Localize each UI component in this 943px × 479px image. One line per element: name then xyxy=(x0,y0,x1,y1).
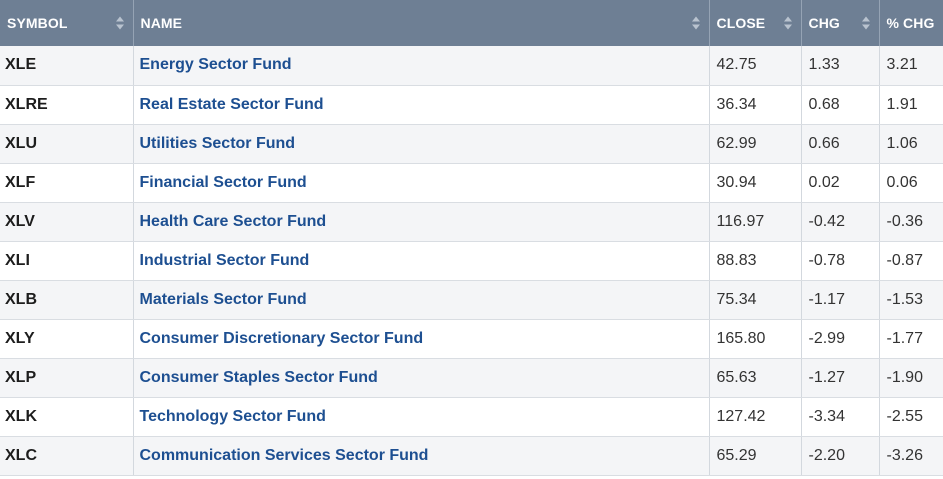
column-header-chg-label: CHG xyxy=(808,15,840,31)
close-cell: 36.34 xyxy=(709,85,802,125)
fund-name-link[interactable]: Consumer Staples Sector Fund xyxy=(139,368,378,386)
pchg-cell: -1.77 xyxy=(879,319,943,359)
close-cell: 42.75 xyxy=(709,46,802,86)
chg-cell: -3.34 xyxy=(801,397,880,437)
close-cell: 65.63 xyxy=(709,358,802,398)
table-row: XLB Materials Sector Fund 75.34 -1.17 -1.53 xyxy=(0,280,943,320)
symbol-cell: XLK xyxy=(0,397,134,437)
name-cell: Technology Sector Fund xyxy=(133,397,710,437)
name-cell: Consumer Discretionary Sector Fund xyxy=(133,319,710,359)
symbol-cell: XLB xyxy=(0,280,134,320)
close-cell: 65.29 xyxy=(709,436,802,476)
name-cell: Energy Sector Fund xyxy=(133,46,710,86)
close-cell: 127.42 xyxy=(709,397,802,437)
pchg-cell: 0.06 xyxy=(879,163,943,203)
table-row: XLP Consumer Staples Sector Fund 65.63 -1.2… xyxy=(0,358,943,398)
column-header-close[interactable]: CLOSE xyxy=(709,0,802,46)
symbol-cell: XLC xyxy=(0,436,134,476)
name-cell: Utilities Sector Fund xyxy=(133,124,710,164)
pchg-cell: 1.91 xyxy=(879,85,943,125)
symbol-cell: XLV xyxy=(0,202,134,242)
table-row: XLRE Real Estate Sector Fund 36.34 0.68 1.91 xyxy=(0,85,943,125)
pchg-cell: -2.55 xyxy=(879,397,943,437)
pchg-cell: -0.36 xyxy=(879,202,943,242)
pchg-cell: 3.21 xyxy=(879,46,943,86)
symbol-cell: XLP xyxy=(0,358,134,398)
name-cell: Real Estate Sector Fund xyxy=(133,85,710,125)
column-header-pchg[interactable]: % CHG xyxy=(879,0,943,46)
table-row: XLY Consumer Discretionary Sector Fund 165… xyxy=(0,319,943,359)
table-row: XLK Technology Sector Fund 127.42 -3.34 -2.5… xyxy=(0,397,943,437)
chg-cell: -0.42 xyxy=(801,202,880,242)
table-row: XLC Communication Services Sector Fund 65.… xyxy=(0,436,943,476)
chg-cell: 1.33 xyxy=(801,46,880,86)
column-header-pchg-label: % CHG xyxy=(886,15,935,31)
fund-name-link[interactable]: Financial Sector Fund xyxy=(139,173,307,191)
column-header-chg[interactable]: CHG xyxy=(801,0,880,46)
pchg-cell: -1.90 xyxy=(879,358,943,398)
column-header-symbol[interactable]: SYMBOL xyxy=(0,0,134,46)
fund-name-link[interactable]: Industrial Sector Fund xyxy=(139,251,310,269)
symbol-cell: XLU xyxy=(0,124,134,164)
sort-icon[interactable] xyxy=(861,16,870,30)
chg-cell: 0.66 xyxy=(801,124,880,164)
table-row: XLI Industrial Sector Fund 88.83 -0.78 -0.87 xyxy=(0,241,943,281)
table-row: XLU Utilities Sector Fund 62.99 0.66 1.06 xyxy=(0,124,943,164)
name-cell: Communication Services Sector Fund xyxy=(133,436,710,476)
symbol-cell: XLI xyxy=(0,241,134,281)
pchg-cell: -0.87 xyxy=(879,241,943,281)
close-cell: 88.83 xyxy=(709,241,802,281)
close-cell: 30.94 xyxy=(709,163,802,203)
column-header-symbol-label: SYMBOL xyxy=(7,15,68,31)
chg-cell: 0.02 xyxy=(801,163,880,203)
table-row: XLE Energy Sector Fund 42.75 1.33 3.21 xyxy=(0,46,943,86)
chg-cell: -2.99 xyxy=(801,319,880,359)
fund-name-link[interactable]: Utilities Sector Fund xyxy=(139,134,296,152)
name-cell: Materials Sector Fund xyxy=(133,280,710,320)
pchg-cell: -3.26 xyxy=(879,436,943,476)
fund-name-link[interactable]: Communication Services Sector Fund xyxy=(139,446,429,464)
close-cell: 116.97 xyxy=(709,202,802,242)
column-header-name[interactable]: NAME xyxy=(133,0,710,46)
symbol-cell: XLE xyxy=(0,46,134,86)
chg-cell: -1.17 xyxy=(801,280,880,320)
fund-name-link[interactable]: Health Care Sector Fund xyxy=(139,212,327,230)
table-row: XLV Health Care Sector Fund 116.97 -0.42 -0.… xyxy=(0,202,943,242)
sort-icon[interactable] xyxy=(115,16,124,30)
close-cell: 165.80 xyxy=(709,319,802,359)
header-row: SYMBOL NAME CLOSE CHG % CHG xyxy=(0,0,943,46)
fund-name-link[interactable]: Technology Sector Fund xyxy=(139,407,326,425)
chg-cell: -2.20 xyxy=(801,436,880,476)
chg-cell: 0.68 xyxy=(801,85,880,125)
fund-name-link[interactable]: Materials Sector Fund xyxy=(139,290,307,308)
symbol-cell: XLY xyxy=(0,319,134,359)
symbol-cell: XLRE xyxy=(0,85,134,125)
fund-name-link[interactable]: Energy Sector Fund xyxy=(139,56,292,74)
column-header-name-label: NAME xyxy=(140,15,183,31)
symbol-cell: XLF xyxy=(0,163,134,203)
chg-cell: -0.78 xyxy=(801,241,880,281)
name-cell: Industrial Sector Fund xyxy=(133,241,710,281)
sort-icon[interactable] xyxy=(691,16,700,30)
name-cell: Financial Sector Fund xyxy=(133,163,710,203)
chg-cell: -1.27 xyxy=(801,358,880,398)
pchg-cell: 1.06 xyxy=(879,124,943,164)
fund-name-link[interactable]: Consumer Discretionary Sector Fund xyxy=(139,329,424,347)
name-cell: Consumer Staples Sector Fund xyxy=(133,358,710,398)
column-header-close-label: CLOSE xyxy=(716,15,766,31)
table-body: XLE Energy Sector Fund 42.75 1.33 3.21 XLRE Re… xyxy=(0,46,943,476)
close-cell: 62.99 xyxy=(709,124,802,164)
name-cell: Health Care Sector Fund xyxy=(133,202,710,242)
pchg-cell: -1.53 xyxy=(879,280,943,320)
sort-icon[interactable] xyxy=(783,16,792,30)
fund-name-link[interactable]: Real Estate Sector Fund xyxy=(139,95,324,113)
close-cell: 75.34 xyxy=(709,280,802,320)
table-header: SYMBOL NAME CLOSE CHG % CHG xyxy=(0,0,943,46)
table-row: XLF Financial Sector Fund 30.94 0.02 0.06 xyxy=(0,163,943,203)
